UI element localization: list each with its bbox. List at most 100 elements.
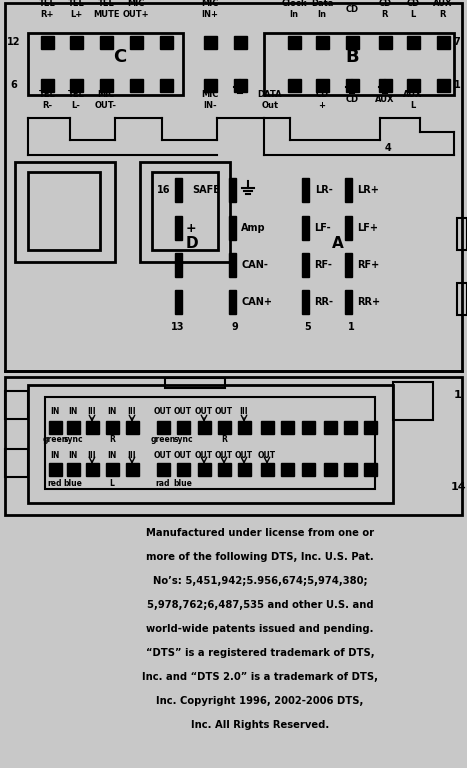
- Bar: [393, 382, 433, 420]
- Bar: [15, 162, 115, 262]
- Text: 5: 5: [304, 322, 311, 332]
- Bar: [175, 290, 182, 314]
- Bar: [302, 421, 314, 433]
- Text: 12: 12: [7, 37, 21, 47]
- Bar: [288, 78, 300, 91]
- Text: CD: CD: [346, 5, 359, 14]
- Bar: [302, 216, 309, 240]
- Bar: [261, 421, 274, 433]
- Text: IN: IN: [68, 451, 78, 459]
- Bar: [129, 35, 142, 48]
- Bar: [5, 391, 28, 419]
- Text: RR-: RR-: [314, 297, 333, 307]
- Text: CD
+: CD +: [315, 91, 329, 110]
- Text: CD
R: CD R: [378, 0, 391, 18]
- Bar: [345, 253, 352, 277]
- Bar: [70, 78, 83, 91]
- Text: OUT: OUT: [195, 451, 213, 459]
- Bar: [302, 253, 309, 277]
- Text: 5,978,762;6,487,535 and other U.S. and: 5,978,762;6,487,535 and other U.S. and: [147, 600, 373, 610]
- Text: R: R: [109, 435, 115, 445]
- Text: Amp: Amp: [241, 223, 266, 233]
- Text: OUT: OUT: [174, 451, 192, 459]
- Text: MIC
IN-: MIC IN-: [201, 91, 219, 110]
- Text: DATA
Out: DATA Out: [258, 91, 283, 110]
- Bar: [126, 421, 139, 433]
- Text: Data
In: Data In: [311, 0, 333, 18]
- Bar: [378, 78, 391, 91]
- Text: 16: 16: [156, 185, 170, 195]
- Bar: [99, 35, 113, 48]
- Text: red: red: [48, 478, 62, 488]
- Text: LR+: LR+: [357, 185, 379, 195]
- Text: OUT: OUT: [215, 408, 233, 416]
- Bar: [378, 35, 391, 48]
- Text: B: B: [345, 48, 359, 66]
- Text: III: III: [88, 408, 96, 416]
- Bar: [316, 78, 328, 91]
- Bar: [49, 462, 62, 475]
- Text: AUX: AUX: [375, 95, 395, 104]
- Bar: [5, 449, 28, 477]
- Text: OUT: OUT: [154, 408, 172, 416]
- Bar: [66, 462, 79, 475]
- Bar: [177, 462, 190, 475]
- Bar: [70, 35, 83, 48]
- Bar: [218, 421, 231, 433]
- Text: OUT: OUT: [195, 408, 213, 416]
- Bar: [345, 216, 352, 240]
- Bar: [324, 462, 337, 475]
- Text: IN: IN: [107, 451, 117, 459]
- Bar: [363, 421, 376, 433]
- Bar: [281, 421, 293, 433]
- Text: LR-: LR-: [315, 185, 333, 195]
- Bar: [302, 290, 309, 314]
- Text: IN: IN: [50, 408, 60, 416]
- Bar: [175, 253, 182, 277]
- Bar: [177, 421, 190, 433]
- Bar: [345, 178, 352, 202]
- Text: sync: sync: [173, 435, 193, 445]
- Bar: [41, 78, 54, 91]
- Bar: [302, 178, 309, 202]
- Text: blue: blue: [64, 478, 83, 488]
- Bar: [165, 378, 225, 388]
- Text: Inc. All Rights Reserved.: Inc. All Rights Reserved.: [191, 720, 329, 730]
- Bar: [99, 78, 113, 91]
- Text: MIC
OUT-: MIC OUT-: [95, 91, 117, 110]
- Bar: [129, 78, 142, 91]
- Text: MIC
OUT+: MIC OUT+: [123, 0, 149, 18]
- Bar: [316, 35, 328, 48]
- Text: L: L: [110, 478, 114, 488]
- Bar: [198, 421, 211, 433]
- Bar: [437, 78, 450, 91]
- Text: R: R: [221, 435, 227, 445]
- Bar: [106, 462, 119, 475]
- Bar: [344, 462, 356, 475]
- Text: AUX
L: AUX L: [403, 91, 423, 110]
- Text: OUT: OUT: [215, 451, 233, 459]
- Text: MIC
IN+: MIC IN+: [201, 0, 219, 18]
- Bar: [406, 78, 419, 91]
- Text: Inc. Copyright 1996, 2002-2006 DTS,: Inc. Copyright 1996, 2002-2006 DTS,: [156, 696, 364, 706]
- Text: 14: 14: [450, 482, 466, 492]
- Bar: [457, 218, 467, 250]
- Text: 1: 1: [347, 322, 354, 332]
- Text: IN: IN: [68, 408, 78, 416]
- Bar: [175, 216, 182, 240]
- Text: LF-: LF-: [314, 223, 331, 233]
- Bar: [198, 462, 211, 475]
- Bar: [346, 78, 359, 91]
- Text: 13: 13: [171, 322, 185, 332]
- Bar: [175, 178, 182, 202]
- Bar: [228, 253, 235, 277]
- Text: 1: 1: [454, 390, 462, 400]
- Bar: [5, 377, 462, 515]
- Bar: [156, 421, 170, 433]
- Bar: [261, 462, 274, 475]
- Text: LF+: LF+: [357, 223, 378, 233]
- Bar: [126, 462, 139, 475]
- Text: OUT: OUT: [154, 451, 172, 459]
- Text: CAN+: CAN+: [241, 297, 272, 307]
- Bar: [160, 78, 172, 91]
